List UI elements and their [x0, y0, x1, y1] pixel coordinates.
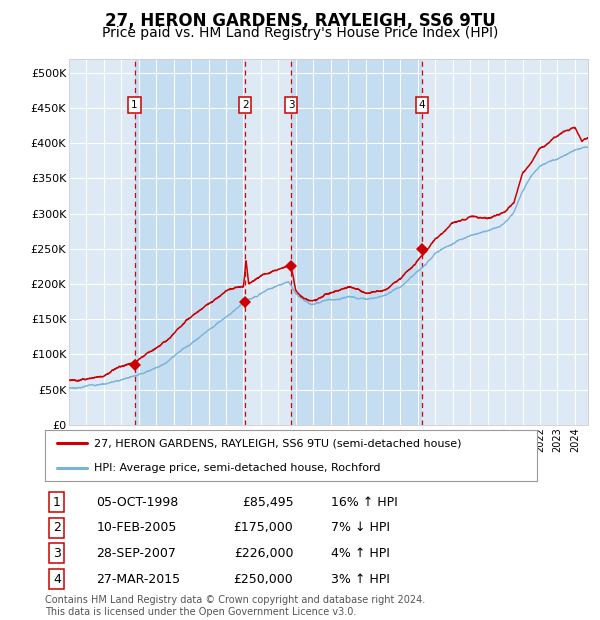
Text: 05-OCT-1998: 05-OCT-1998: [96, 496, 179, 509]
Text: 7% ↓ HPI: 7% ↓ HPI: [331, 521, 390, 534]
Text: 4: 4: [419, 100, 425, 110]
Text: Contains HM Land Registry data © Crown copyright and database right 2024.
This d: Contains HM Land Registry data © Crown c…: [45, 595, 425, 617]
Text: 3: 3: [53, 547, 61, 560]
Bar: [134, 59, 245, 425]
Text: HPI: Average price, semi-detached house, Rochford: HPI: Average price, semi-detached house,…: [94, 463, 381, 473]
Text: 2: 2: [242, 100, 248, 110]
Text: Price paid vs. HM Land Registry's House Price Index (HPI): Price paid vs. HM Land Registry's House …: [102, 26, 498, 40]
Text: 27-MAR-2015: 27-MAR-2015: [96, 572, 181, 585]
Text: 1: 1: [131, 100, 138, 110]
Text: £250,000: £250,000: [233, 572, 293, 585]
Text: 28-SEP-2007: 28-SEP-2007: [96, 547, 176, 560]
Text: 27, HERON GARDENS, RAYLEIGH, SS6 9TU: 27, HERON GARDENS, RAYLEIGH, SS6 9TU: [104, 12, 496, 30]
Text: £85,495: £85,495: [242, 496, 293, 509]
Text: 1: 1: [53, 496, 61, 509]
Text: 27, HERON GARDENS, RAYLEIGH, SS6 9TU (semi-detached house): 27, HERON GARDENS, RAYLEIGH, SS6 9TU (se…: [94, 438, 462, 448]
Text: £226,000: £226,000: [234, 547, 293, 560]
Text: 3% ↑ HPI: 3% ↑ HPI: [331, 572, 390, 585]
Text: £175,000: £175,000: [233, 521, 293, 534]
Text: 4% ↑ HPI: 4% ↑ HPI: [331, 547, 390, 560]
Bar: [291, 59, 422, 425]
Text: 3: 3: [288, 100, 295, 110]
Text: 10-FEB-2005: 10-FEB-2005: [96, 521, 176, 534]
Text: 2: 2: [53, 521, 61, 534]
Text: 4: 4: [53, 572, 61, 585]
Text: 16% ↑ HPI: 16% ↑ HPI: [331, 496, 398, 509]
